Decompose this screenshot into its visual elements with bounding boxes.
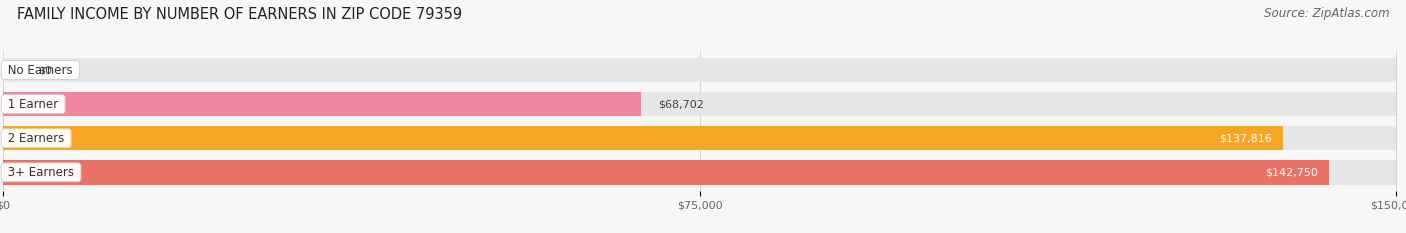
Text: FAMILY INCOME BY NUMBER OF EARNERS IN ZIP CODE 79359: FAMILY INCOME BY NUMBER OF EARNERS IN ZI… <box>17 7 463 22</box>
Bar <box>3 92 1396 116</box>
Text: 2 Earners: 2 Earners <box>4 132 69 145</box>
Bar <box>3 160 1329 185</box>
Text: $137,816: $137,816 <box>1219 133 1272 143</box>
Bar <box>3 58 1396 82</box>
Bar <box>3 160 1396 185</box>
Text: Source: ZipAtlas.com: Source: ZipAtlas.com <box>1264 7 1389 20</box>
Text: $68,702: $68,702 <box>658 99 703 109</box>
Text: 3+ Earners: 3+ Earners <box>4 166 77 179</box>
Text: $0: $0 <box>38 65 52 75</box>
Text: No Earners: No Earners <box>4 64 76 76</box>
Bar <box>3 92 641 116</box>
Text: $142,750: $142,750 <box>1265 167 1317 177</box>
Bar <box>3 126 1396 151</box>
Text: 1 Earner: 1 Earner <box>4 98 62 111</box>
Bar <box>3 126 1284 151</box>
